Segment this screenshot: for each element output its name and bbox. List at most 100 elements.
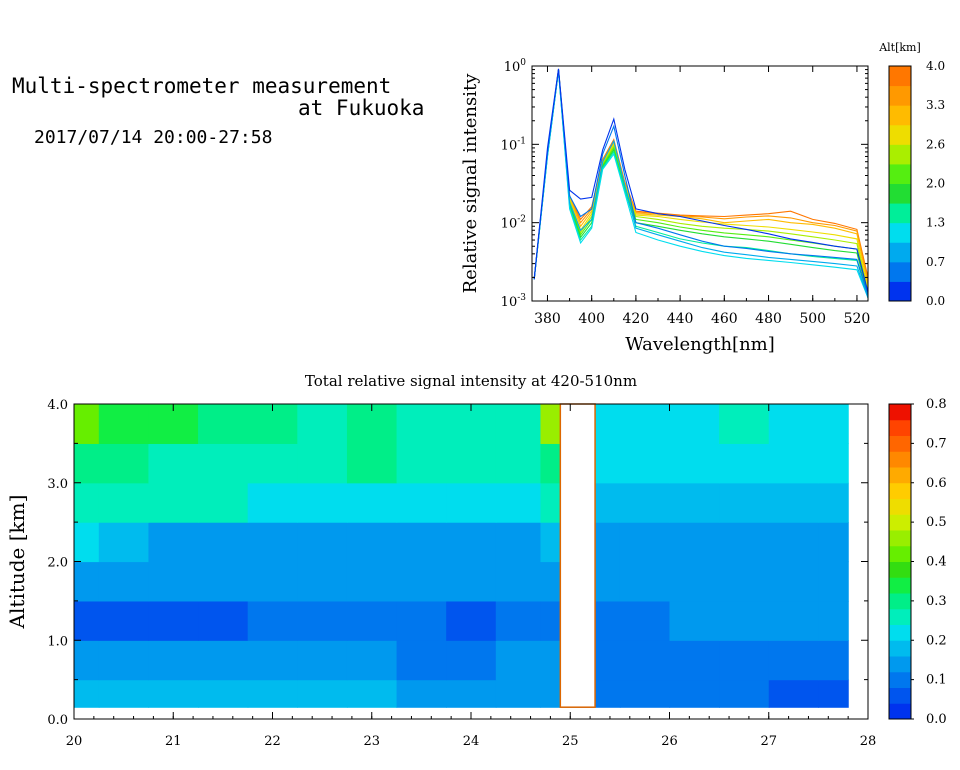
heatmap-cell [297, 640, 348, 681]
heatmap-cell [74, 640, 100, 681]
heatmap-x-tick-label: 24 [463, 734, 480, 749]
heatmap-cell [346, 600, 398, 641]
intensity-colorbar-swatch [889, 624, 911, 641]
intensity-colorbar-swatch [889, 561, 911, 578]
heatmap-x-tick-label: 22 [264, 734, 281, 749]
heatmap-y-tick-label: 3.0 [47, 477, 68, 492]
heatmap-cell [396, 640, 447, 681]
heatmap-cell [98, 679, 150, 708]
heatmap-cell [619, 679, 671, 708]
heatmap-cell [148, 561, 199, 602]
altitude-colorbar-frame [888, 65, 912, 302]
altitude-colorbar-label: 3.3 [926, 98, 945, 112]
intensity-colorbar-swatch [889, 482, 911, 499]
heatmap-cell [669, 443, 720, 484]
spectrum-line [533, 70, 869, 295]
heatmap-x-tick-label: 21 [165, 734, 182, 749]
heatmap-plot: Total relative signal intensity at 420-5… [5, 372, 947, 749]
heatmap-cell [818, 482, 849, 523]
heatmap-cell [396, 561, 447, 602]
spectrum-y-tick-label: 10-3 [501, 293, 527, 310]
altitude-colorbar-swatch [889, 281, 911, 302]
heatmap-cell [346, 443, 398, 484]
altitude-colorbar-swatch [889, 66, 911, 87]
intensity-colorbar-swatch [889, 530, 911, 547]
heatmap-cell [719, 600, 770, 641]
heatmap-cell [74, 522, 100, 563]
intensity-colorbar-label: 0.7 [926, 436, 947, 451]
intensity-colorbar-label: 0.0 [926, 712, 947, 727]
heatmap-cell [719, 640, 770, 681]
heatmap-cell [818, 640, 849, 681]
figure-title-line-2: at Fukuoka [298, 96, 425, 120]
heatmap-cell [148, 600, 199, 641]
heatmap-cell [148, 522, 199, 563]
intensity-colorbar-swatch [889, 577, 911, 594]
heatmap-x-tick-label: 27 [760, 734, 777, 749]
altitude-colorbar-label: 0.7 [926, 255, 945, 269]
heatmap-x-tick-label: 25 [562, 734, 579, 749]
spectrum-y-tick-label: 10-1 [501, 136, 526, 153]
heatmap-cell [74, 679, 100, 708]
heatmap-cell [74, 561, 100, 602]
heatmap-cell [619, 443, 671, 484]
heatmap-cell [719, 561, 770, 602]
heatmap-cell [98, 640, 150, 681]
heatmap-cell [768, 679, 819, 708]
spectrum-axis-ticks: 380 400 420 440 460 480 500 520 10-3 10-2 10-1 100 [501, 58, 871, 327]
altitude-colorbar-label: 2.0 [926, 177, 945, 191]
heatmap-cell [297, 522, 348, 563]
altitude-colorbar-swatch [889, 124, 911, 145]
intensity-colorbar-label: 0.5 [926, 515, 947, 530]
heatmap-axis-ticks: 20 21 22 23 24 25 26 27 28 0.0 1.0 2.0 3.0 4.0 [47, 398, 876, 749]
heatmap-cell [818, 561, 849, 602]
altitude-colorbar-label: 1.3 [926, 216, 945, 230]
heatmap-cell [98, 600, 150, 641]
heatmap-cell [768, 561, 819, 602]
heatmap-cell [396, 443, 447, 484]
intensity-colorbar-swatch [889, 545, 911, 562]
figure-title-line-1: Multi-spectrometer measurement [12, 74, 392, 98]
heatmap-cell [98, 561, 150, 602]
heatmap-cell [669, 404, 720, 444]
heatmap-cell [818, 404, 849, 444]
spectrum-line [533, 69, 869, 282]
spectrum-line [533, 68, 869, 293]
heatmap-cell [198, 522, 249, 563]
heatmap-cell [247, 600, 298, 641]
heatmap-cell [719, 679, 770, 708]
heatmap-cell [446, 600, 497, 641]
heatmap-cell [669, 522, 720, 563]
heatmap-cell [768, 482, 819, 523]
spectrum-x-tick-label: 400 [578, 311, 605, 327]
heatmap-x-tick-label: 28 [860, 734, 877, 749]
heatmap-cell [297, 404, 348, 444]
heatmap-cell [768, 404, 819, 444]
altitude-colorbar-label: 0.0 [926, 294, 945, 308]
spectrum-x-tick-label: 500 [799, 311, 826, 327]
intensity-colorbar-swatch [889, 608, 911, 625]
heatmap-cell [346, 482, 398, 523]
spectrum-y-tick-label: 100 [504, 58, 527, 75]
spectrum-y-axis-label: Relative signal intensity [460, 73, 481, 294]
heatmap-cell [247, 679, 298, 708]
heatmap-cells [74, 404, 849, 708]
heatmap-cell [719, 443, 770, 484]
heatmap-title: Total relative signal intensity at 420-5… [305, 372, 637, 390]
intensity-colorbar-swatch [889, 671, 911, 688]
heatmap-cell [396, 482, 447, 523]
heatmap-cell [396, 522, 447, 563]
heatmap-cell [297, 482, 348, 523]
heatmap-cell [495, 404, 542, 444]
intensity-colorbar: 0.0 0.1 0.2 0.3 0.4 0.5 0.6 0.7 0.8 [888, 397, 947, 727]
altitude-colorbar-swatch [889, 163, 911, 184]
heatmap-cell [396, 600, 447, 641]
spectrum-x-tick-label: 380 [534, 311, 561, 327]
altitude-colorbar-swatch [889, 105, 911, 126]
heatmap-cell [669, 679, 720, 708]
heatmap-cell [818, 600, 849, 641]
heatmap-cell [768, 640, 819, 681]
spectrum-line [533, 70, 869, 299]
heatmap-cell [669, 482, 720, 523]
heatmap-cell [818, 679, 849, 708]
